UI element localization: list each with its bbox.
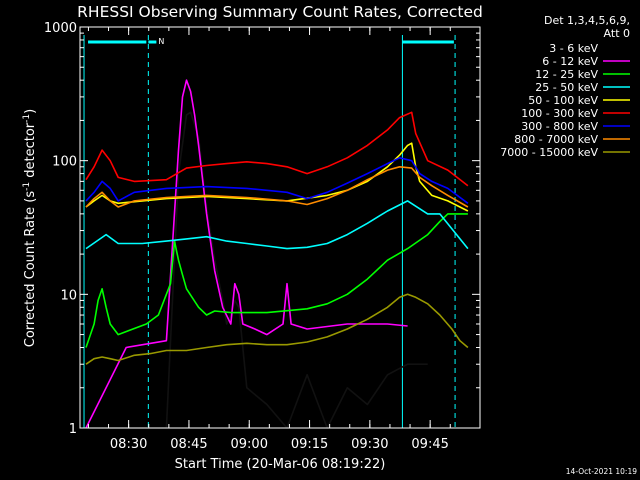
legend-label: 6 - 12 keV: [542, 55, 598, 68]
legend-label: 50 - 100 keV: [528, 94, 598, 107]
plot-frame: [79, 26, 481, 429]
series-line-7: [85, 157, 469, 204]
x-tick-label: 09:30: [351, 437, 388, 452]
y-tick-labels: 1 10 100 1000: [44, 21, 77, 437]
y-tick-label: 1: [69, 422, 77, 437]
series-line-8: [85, 166, 469, 208]
x-tick-labels: 08:30 08:45 09:00 09:15 09:30 09:45: [110, 437, 449, 452]
mode-bar-label: N: [158, 37, 164, 46]
plot-area: N: [79, 26, 481, 429]
legend-label: 800 - 7000 keV: [514, 133, 598, 146]
legend-label: 100 - 300 keV: [521, 107, 598, 120]
legend-label: 300 - 800 keV: [521, 120, 598, 133]
series-line-2: [85, 79, 408, 429]
x-tick-label: 09:00: [231, 437, 268, 452]
legend-label: 25 - 50 keV: [535, 81, 598, 94]
y-tick-label: 100: [52, 155, 77, 170]
x-tick-label: 08:45: [170, 437, 207, 452]
series-line-6: [85, 111, 469, 187]
x-tick-label: 09:15: [291, 437, 328, 452]
legend-label: 12 - 25 keV: [535, 68, 598, 81]
series-line-9: [85, 293, 469, 365]
legend-label: 3 - 6 keV: [549, 42, 598, 55]
legend-attenuator-line: Att 0: [604, 27, 630, 40]
series-line-4: [85, 200, 469, 250]
series-line-3: [85, 213, 468, 348]
x-axis-label: Start Time (20-Mar-06 08:19:22): [175, 457, 386, 472]
chart-title: RHESSI Observing Summary Count Rates, Co…: [77, 3, 483, 21]
generated-date: 14-Oct-2021 10:19: [566, 467, 637, 476]
x-tick-label: 08:30: [110, 437, 147, 452]
y-tick-label: 1000: [44, 21, 77, 36]
x-tick-label: 09:45: [411, 437, 448, 452]
y-tick-label: 10: [60, 288, 77, 303]
legend-detector-line: Det 1,3,4,5,6,9,: [544, 14, 630, 27]
y-axis-label: Corrected Count Rate (s-1 detector-1): [22, 109, 38, 347]
legend-label: 7000 - 15000 keV: [500, 146, 598, 159]
